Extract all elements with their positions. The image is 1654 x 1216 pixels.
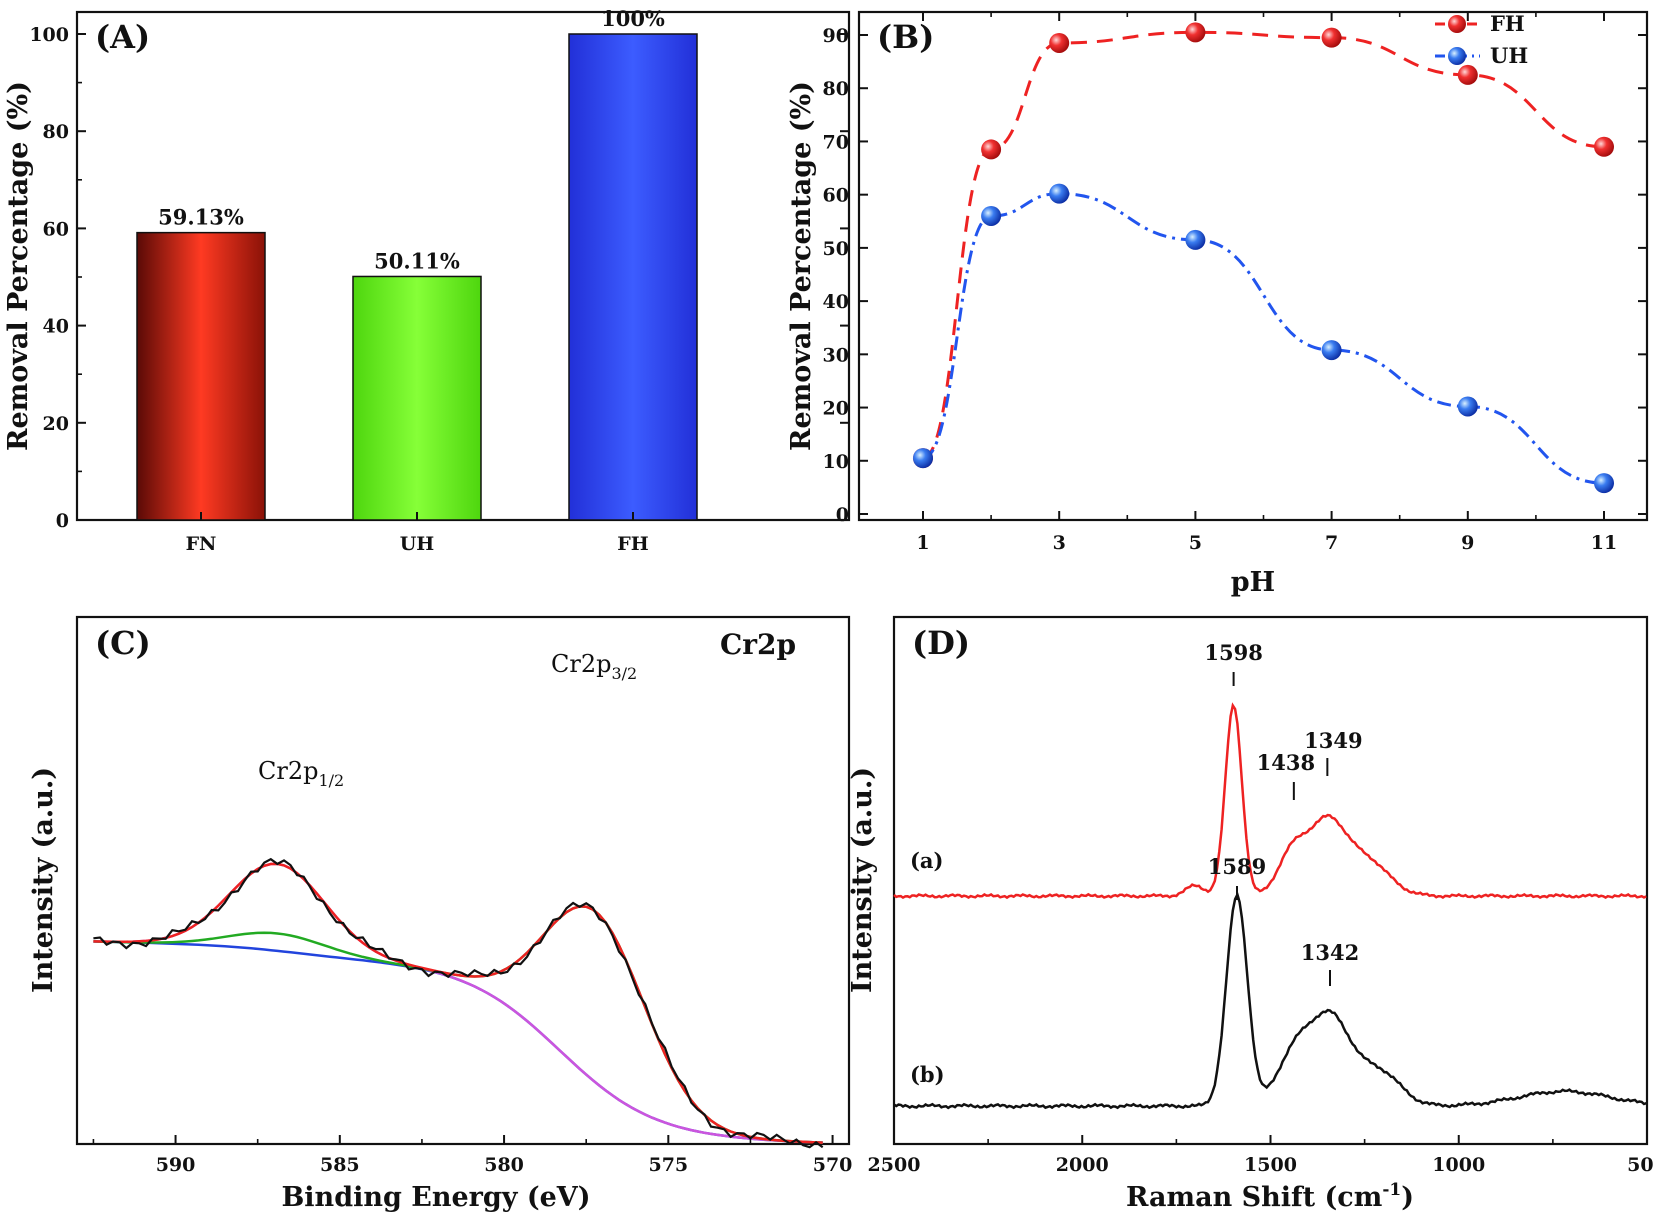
bar-value-label: 100%	[601, 6, 665, 31]
series-uh-point	[981, 205, 1002, 226]
series-a-label: (a)	[910, 848, 943, 873]
spectrum-b	[893, 891, 1647, 1110]
panel-b-x-axis-label: pH	[1231, 567, 1275, 598]
y-tick-label: 30	[823, 344, 849, 366]
y-tick-label: 50	[823, 238, 849, 260]
y-tick-label: 70	[823, 131, 849, 153]
series-uh-point	[1457, 396, 1478, 417]
series-uh-point	[1049, 183, 1070, 204]
panel-b-frame	[857, 10, 1649, 522]
panel-d-label: (D)	[912, 624, 970, 662]
y-tick-label: 40	[43, 316, 69, 338]
series-fh-point	[1457, 64, 1478, 85]
x-tick-label: 5	[1189, 532, 1202, 554]
legend-fh-label: FH	[1490, 11, 1525, 36]
x-tick-label: 7	[1325, 532, 1338, 554]
y-tick-label: 60	[823, 185, 849, 207]
bar-fh	[568, 33, 698, 521]
panel-c-title: Cr2p	[720, 628, 796, 661]
series-uh-line	[922, 192, 1605, 485]
x-tick-label: FN	[186, 533, 217, 555]
panel-b: (B) 0 10 20 30 40 50 60 70 80 90 1 3 5 7 9 11 FH UH Rem…	[786, 10, 1649, 598]
x-tick-label: 1	[916, 532, 929, 554]
bar-fn	[136, 231, 266, 521]
peak-label-cr2p12: Cr2p1/2	[258, 757, 344, 790]
panel-c-y-axis-label: Intensity (a.u.)	[28, 767, 59, 993]
series-b-label: (b)	[910, 1062, 945, 1087]
envelope-fit	[93, 862, 823, 1144]
x-tick-label: 9	[1461, 532, 1474, 554]
raw-spectrum	[93, 857, 824, 1149]
panel-c-label: (C)	[95, 624, 151, 662]
x-tick-label: 580	[484, 1154, 524, 1176]
x-tick-label: 11	[1591, 532, 1617, 554]
series-fh-line	[922, 30, 1605, 460]
panel-a-label: (A)	[95, 18, 150, 56]
panel-a-y-axis-label: Removal Percentage (%)	[3, 81, 34, 451]
panel-d-x-axis-label: Raman Shift (cm-1)	[1126, 1180, 1414, 1213]
series-uh-point	[913, 448, 933, 469]
bar-value-label: 50.11%	[374, 248, 460, 273]
peak-label-cr2p32: Cr2p3/2	[551, 650, 637, 683]
panel-b-label: (B)	[877, 18, 934, 56]
series-fh-point	[1049, 32, 1070, 53]
x-tick-label: 2500	[868, 1154, 921, 1176]
y-tick-label: 60	[43, 218, 69, 240]
series-uh-point	[1321, 340, 1342, 361]
y-tick-label: 0	[836, 504, 849, 526]
y-tick-label: 100	[29, 24, 69, 46]
legend-uh-label: UH	[1490, 43, 1528, 68]
x-tick-label: 1000	[1432, 1154, 1485, 1176]
series-fh-point	[1185, 22, 1206, 43]
peak-value-label: 1349	[1304, 728, 1362, 753]
x-tick-label: 570	[813, 1154, 853, 1176]
series-uh-point	[1594, 473, 1614, 494]
y-tick-label: 20	[823, 398, 849, 420]
y-tick-label: 40	[823, 291, 849, 313]
x-tick-label: 3	[1053, 532, 1066, 554]
series-fh-point	[1321, 27, 1342, 48]
peak-value-label: 1589	[1208, 854, 1266, 879]
y-tick-label: 20	[43, 413, 69, 435]
peak-cr2p12-fit	[93, 862, 823, 1144]
y-tick-label: 80	[43, 121, 69, 143]
panel-d-y-axis-label: Intensity (a.u.)	[847, 767, 878, 993]
y-tick-label: 80	[823, 78, 849, 100]
x-tick-label: 585	[320, 1154, 360, 1176]
bar-uh	[352, 275, 482, 521]
x-tick-label: 590	[156, 1154, 196, 1176]
spectrum-a	[893, 702, 1647, 900]
bar-value-label: 59.13%	[158, 205, 244, 230]
y-tick-label: 10	[823, 451, 849, 473]
peak-value-label: 1598	[1204, 640, 1262, 665]
x-tick-label: FH	[617, 533, 648, 555]
peak-value-label: 1342	[1301, 940, 1359, 965]
x-tick-label: UH	[400, 533, 435, 555]
series-fh-point	[981, 139, 1002, 160]
x-tick-label: 1500	[1244, 1154, 1297, 1176]
y-tick-label: 90	[823, 25, 849, 47]
legend-uh-marker	[1448, 47, 1466, 65]
x-tick-label: 2000	[1056, 1154, 1109, 1176]
x-tick-label: 575	[648, 1154, 688, 1176]
series-uh-point	[1185, 229, 1206, 250]
panel-c: (C) Cr2p 590 585 580 575 570 Cr2p1/2 Cr2p3/2…	[28, 615, 853, 1213]
panel-b-y-axis-label: Removal Percentage (%)	[786, 81, 817, 451]
panel-c-frame	[75, 615, 851, 1146]
y-tick-label: 0	[56, 510, 69, 532]
series-fh-point	[1594, 136, 1614, 157]
legend-fh-marker	[1448, 15, 1466, 33]
x-tick-label: 500	[1627, 1154, 1654, 1176]
peak-value-label: 1438	[1257, 750, 1315, 775]
panel-c-x-axis-label: Binding Energy (eV)	[281, 1182, 590, 1213]
peak-cr2p32-fit	[93, 905, 823, 1144]
